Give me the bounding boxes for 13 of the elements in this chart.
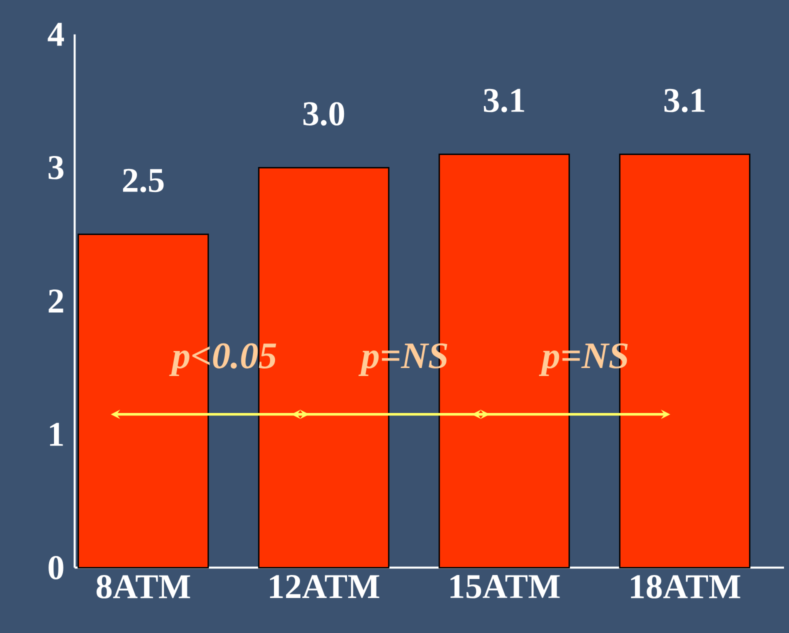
x-tick-label: 8ATM xyxy=(96,575,190,598)
y-tick-label: 4 xyxy=(48,22,64,46)
x-tick-label: 15ATM xyxy=(450,575,560,598)
y-tick-label: 3 xyxy=(48,156,64,180)
data-label: 3.1 xyxy=(664,88,705,112)
x-tick-label: 18ATM xyxy=(631,575,740,598)
x-tick-label: 12ATM xyxy=(270,575,380,598)
data-label: 2.5 xyxy=(123,168,164,192)
data-label: 3.0 xyxy=(303,102,344,126)
y-tick-label: 0 xyxy=(48,556,64,580)
data-label: 3.1 xyxy=(484,88,524,112)
y-tick-label: 1 xyxy=(50,422,63,446)
y-tick-label: 2 xyxy=(48,290,64,312)
